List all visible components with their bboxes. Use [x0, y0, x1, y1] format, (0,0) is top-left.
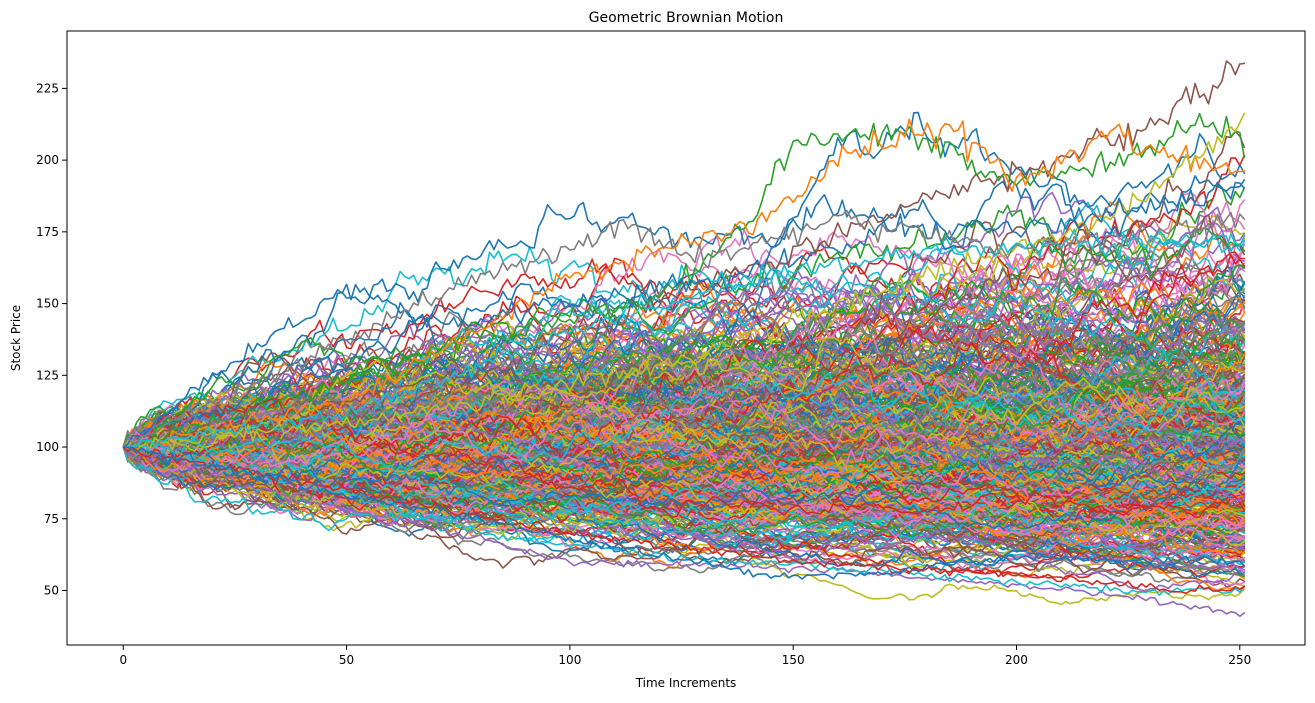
series-line-520 [122, 111, 1246, 448]
series-line-606 [122, 228, 1246, 452]
y-tick-label: 225 [36, 81, 59, 95]
series-line-583 [122, 251, 1246, 461]
series-line-503 [122, 435, 1246, 578]
x-tick-label: 50 [339, 653, 354, 667]
series-line-594 [122, 330, 1246, 502]
series-line-605 [122, 209, 1246, 448]
series-layer [122, 60, 1246, 618]
series-line-552 [122, 204, 1246, 449]
series-line-608 [122, 444, 1246, 597]
series-line-596 [122, 402, 1246, 477]
series-line-610 [122, 446, 1246, 580]
y-tick-label: 50 [44, 583, 59, 597]
series-line-551 [122, 353, 1246, 468]
series-line-586 [122, 379, 1246, 530]
y-tick-label: 125 [36, 368, 59, 382]
series-line-602 [122, 118, 1246, 451]
x-axis-label: Time Increments [635, 676, 737, 690]
series-line-480 [122, 175, 1246, 451]
x-tick-label: 200 [1005, 653, 1028, 667]
series-line-604 [122, 181, 1246, 448]
series-line-83 [122, 257, 1246, 466]
series-line-601 [122, 112, 1246, 453]
series-line-575 [122, 353, 1246, 473]
y-tick-label: 175 [36, 225, 59, 239]
x-tick-label: 150 [782, 653, 805, 667]
y-tick-label: 100 [36, 440, 59, 454]
series-line-589 [122, 438, 1246, 535]
series-line-495 [122, 420, 1246, 560]
y-tick-label: 75 [44, 512, 59, 526]
series-line-598 [122, 336, 1246, 452]
series-line-549 [122, 409, 1246, 484]
series-line-591 [122, 437, 1246, 520]
series-line-570 [122, 364, 1246, 497]
x-axis: 0 50 100 150 200 250 [119, 645, 1251, 667]
series-line-599 [122, 372, 1246, 475]
series-line-573 [122, 416, 1246, 524]
x-tick-label: 250 [1228, 653, 1251, 667]
series-line-609 [122, 446, 1246, 595]
series-line-571 [122, 402, 1246, 489]
series-line-607 [122, 446, 1246, 618]
chart-title: Geometric Brownian Motion [589, 10, 784, 26]
x-tick-label: 0 [119, 653, 127, 667]
plot-frame [66, 30, 1306, 646]
series-line-585 [122, 429, 1246, 510]
series-line-580 [122, 425, 1246, 490]
series-line-548 [122, 348, 1246, 458]
y-tick-label: 200 [36, 153, 59, 167]
y-tick-label: 150 [36, 297, 59, 311]
y-axis: 50 75 100 125 150 175 200 225 [36, 81, 67, 597]
x-tick-label: 100 [558, 653, 581, 667]
y-axis-label: Stock Price [9, 305, 23, 371]
series-line-592 [122, 373, 1246, 488]
series-line-546 [122, 417, 1246, 539]
